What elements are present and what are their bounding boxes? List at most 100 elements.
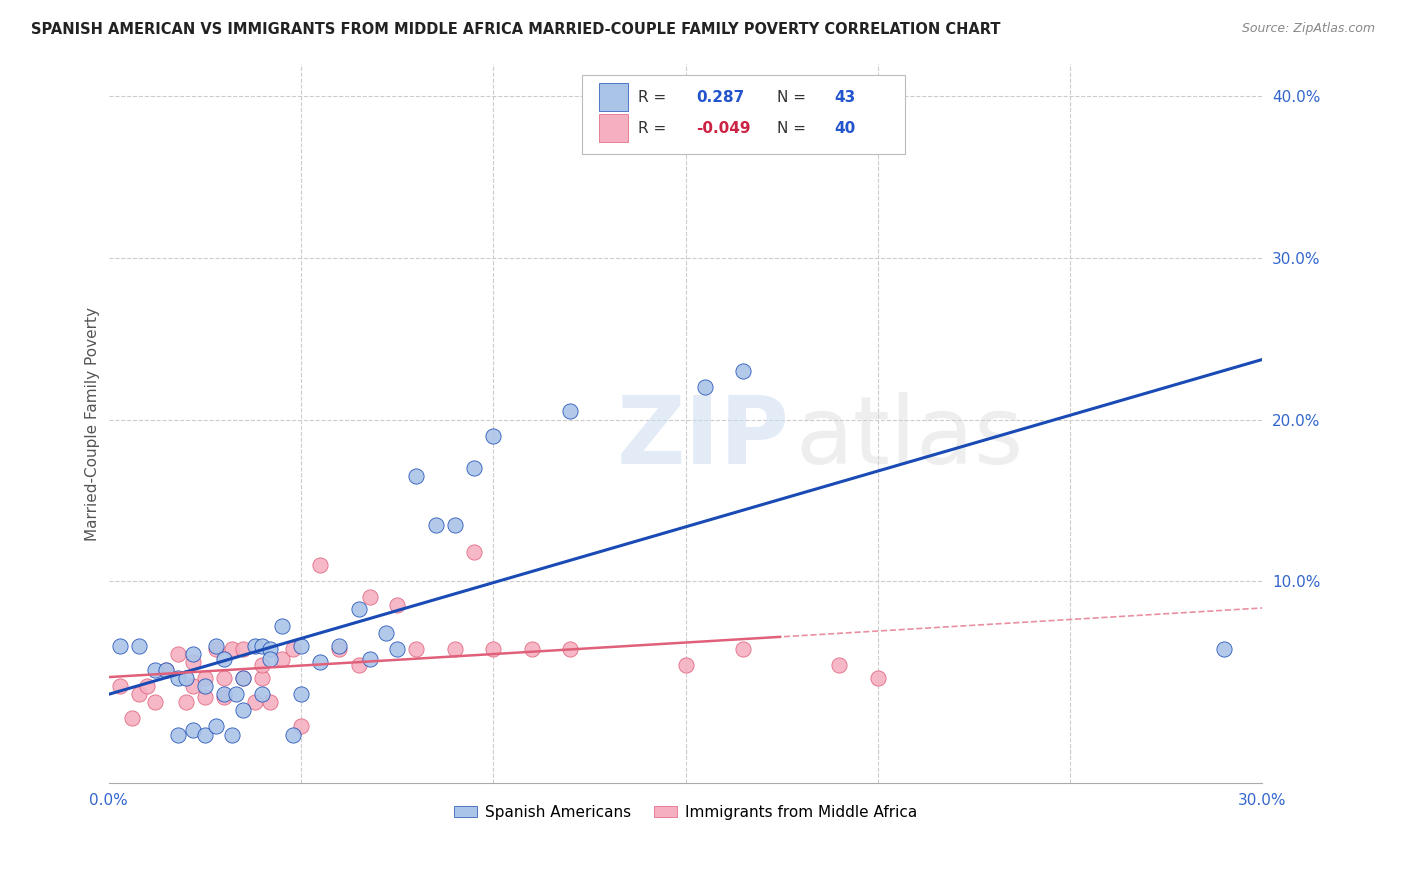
Point bbox=[482, 642, 505, 657]
Point bbox=[259, 651, 281, 665]
Point bbox=[463, 545, 485, 559]
Point bbox=[385, 642, 408, 657]
Point bbox=[270, 619, 292, 633]
Point bbox=[136, 679, 159, 693]
Point bbox=[194, 679, 217, 693]
Point bbox=[359, 591, 381, 605]
Point bbox=[225, 687, 247, 701]
Point bbox=[828, 658, 851, 673]
Point bbox=[374, 625, 396, 640]
Point bbox=[405, 642, 427, 657]
Point bbox=[205, 719, 228, 733]
Point bbox=[385, 599, 408, 613]
Point bbox=[252, 658, 274, 673]
Point bbox=[866, 671, 889, 685]
Point bbox=[560, 642, 582, 657]
Point bbox=[174, 695, 197, 709]
Point bbox=[108, 639, 131, 653]
Point bbox=[443, 517, 465, 532]
Text: 43: 43 bbox=[834, 89, 856, 104]
Point bbox=[121, 711, 143, 725]
Point bbox=[221, 728, 243, 742]
Point bbox=[232, 671, 254, 685]
Text: 0.287: 0.287 bbox=[696, 89, 744, 104]
Text: SPANISH AMERICAN VS IMMIGRANTS FROM MIDDLE AFRICA MARRIED-COUPLE FAMILY POVERTY : SPANISH AMERICAN VS IMMIGRANTS FROM MIDD… bbox=[31, 22, 1001, 37]
Point bbox=[405, 469, 427, 483]
Point bbox=[425, 517, 447, 532]
Point bbox=[181, 647, 204, 661]
Text: R =: R = bbox=[638, 120, 666, 136]
Point bbox=[212, 687, 235, 701]
Point bbox=[212, 651, 235, 665]
Point bbox=[155, 663, 177, 677]
Point bbox=[270, 651, 292, 665]
FancyBboxPatch shape bbox=[599, 84, 628, 111]
Point bbox=[205, 639, 228, 653]
Text: Source: ZipAtlas.com: Source: ZipAtlas.com bbox=[1241, 22, 1375, 36]
Point bbox=[347, 601, 370, 615]
Text: atlas: atlas bbox=[796, 392, 1024, 484]
Point bbox=[128, 639, 150, 653]
Point bbox=[155, 663, 177, 677]
Point bbox=[482, 428, 505, 442]
Point bbox=[194, 690, 217, 705]
Point bbox=[520, 642, 543, 657]
Point bbox=[733, 364, 755, 378]
Point bbox=[232, 671, 254, 685]
Point bbox=[194, 728, 217, 742]
Point bbox=[167, 728, 190, 742]
Point bbox=[181, 723, 204, 737]
Point bbox=[290, 639, 312, 653]
Point bbox=[181, 655, 204, 669]
Point bbox=[128, 687, 150, 701]
Point bbox=[733, 642, 755, 657]
Point bbox=[309, 558, 332, 572]
Point bbox=[347, 658, 370, 673]
Point bbox=[174, 671, 197, 685]
Point bbox=[143, 695, 166, 709]
Text: R =: R = bbox=[638, 89, 666, 104]
Point bbox=[243, 639, 266, 653]
Point bbox=[252, 639, 274, 653]
Point bbox=[693, 380, 716, 394]
Point bbox=[328, 639, 350, 653]
Point bbox=[560, 404, 582, 418]
Point bbox=[290, 719, 312, 733]
Text: N =: N = bbox=[776, 120, 806, 136]
Point bbox=[194, 671, 217, 685]
Point bbox=[167, 671, 190, 685]
Point bbox=[283, 642, 305, 657]
Text: -0.049: -0.049 bbox=[696, 120, 751, 136]
Point bbox=[675, 658, 697, 673]
Point bbox=[181, 679, 204, 693]
Point bbox=[309, 655, 332, 669]
Point bbox=[283, 728, 305, 742]
Point bbox=[252, 671, 274, 685]
FancyBboxPatch shape bbox=[599, 114, 628, 142]
Point bbox=[328, 642, 350, 657]
Point bbox=[443, 642, 465, 657]
Point bbox=[1213, 642, 1236, 657]
Point bbox=[221, 642, 243, 657]
Point bbox=[359, 651, 381, 665]
Point bbox=[232, 642, 254, 657]
Point bbox=[232, 703, 254, 717]
Point bbox=[143, 663, 166, 677]
Y-axis label: Married-Couple Family Poverty: Married-Couple Family Poverty bbox=[86, 307, 100, 541]
FancyBboxPatch shape bbox=[582, 75, 905, 154]
Point bbox=[205, 642, 228, 657]
Point bbox=[108, 679, 131, 693]
Text: ZIP: ZIP bbox=[616, 392, 789, 484]
Text: N =: N = bbox=[776, 89, 806, 104]
Text: 40: 40 bbox=[834, 120, 856, 136]
Point bbox=[259, 695, 281, 709]
Legend: Spanish Americans, Immigrants from Middle Africa: Spanish Americans, Immigrants from Middl… bbox=[449, 798, 922, 826]
Point bbox=[259, 642, 281, 657]
Point bbox=[243, 695, 266, 709]
Point bbox=[252, 687, 274, 701]
Point bbox=[212, 690, 235, 705]
Point bbox=[290, 687, 312, 701]
Point bbox=[463, 461, 485, 475]
Point bbox=[167, 647, 190, 661]
Point bbox=[212, 671, 235, 685]
